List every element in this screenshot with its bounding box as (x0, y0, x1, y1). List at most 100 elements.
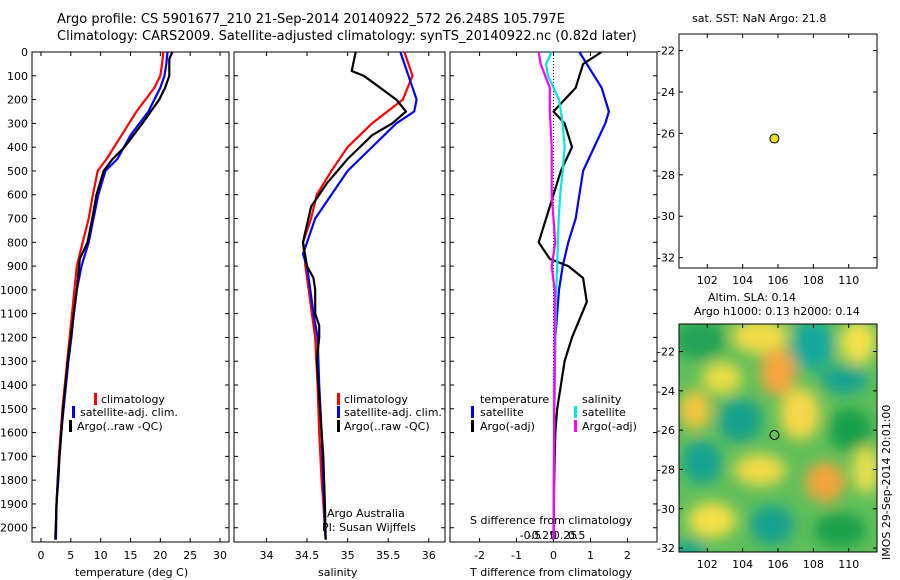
lat-tick-label: -22 (657, 45, 675, 58)
lon-tick-label: 108 (803, 558, 824, 571)
depth-tick-label: 1700 (0, 450, 28, 463)
lat-tick-label: -28 (657, 169, 675, 182)
x-tick-label: 20 (153, 549, 167, 562)
legend-swatch-t-satellite (471, 406, 474, 418)
depth-tick-label: 2000 (0, 522, 28, 535)
salinity-axes-frame (233, 51, 446, 543)
x-tick-label: 1 (587, 549, 594, 562)
sst-map-title: sat. SST: NaN Argo: 21.8 (692, 12, 827, 25)
lat-tick-label: -30 (657, 210, 675, 223)
legend-label-satellite: satellite-adj. clim. (80, 406, 178, 419)
argo-float-marker-sla (769, 430, 780, 441)
depth-tick-label: 300 (7, 117, 28, 130)
depth-tick-label: 1900 (0, 498, 28, 511)
depth-tick-label: 1800 (0, 474, 28, 487)
lon-tick-label: 106 (768, 274, 789, 287)
sst-map: -22 -24 -26 -28 -30 -32 102 104 106 108 110 (657, 33, 878, 287)
depth-tick-label: 0 (21, 46, 28, 59)
s-tick-label: 0.25 (553, 529, 578, 542)
legend-swatch-s-satellite (574, 406, 577, 418)
depth-tick-label: 700 (7, 213, 28, 226)
x-tick-label: 0 (37, 549, 44, 562)
figure-title-line-2: Climatology: CARS2009. Satellite-adjuste… (57, 29, 637, 44)
legend-temperature: climatology satellite-adj. clim. Argo(..… (69, 393, 178, 433)
legend-difference: temperature salinity satellite Argo(-adj… (471, 393, 637, 433)
depth-tick-label: 400 (7, 141, 28, 154)
salinity-xlabel: salinity (318, 566, 358, 579)
depth-tick-label: 200 (7, 94, 28, 107)
legend-label-satellite: satellite-adj. clim. (344, 406, 442, 419)
legend-swatch-climatology (94, 393, 97, 405)
legend-salinity: climatology satellite-adj. clim. Argo(..… (337, 393, 442, 433)
temperature-axes-frame (31, 51, 230, 543)
lat-tick-label: -24 (657, 86, 675, 99)
legend-label-climatology: climatology (101, 393, 165, 406)
lat-tick-label: -28 (657, 463, 675, 476)
sst-map-frame (678, 33, 878, 269)
x-tick-label: 35 (341, 549, 355, 562)
depth-tick-label: 600 (7, 189, 28, 202)
legend-label-s-argo: Argo(-adj) (582, 420, 637, 433)
lon-tick-label: 106 (768, 558, 789, 571)
x-tick-label: 2 (624, 549, 631, 562)
x-tick-label: 15 (124, 549, 138, 562)
legend-swatch-climatology (337, 393, 340, 405)
depth-tick-label: 1000 (0, 284, 28, 297)
series-line (537, 51, 557, 540)
legend-swatch-satellite (72, 406, 75, 418)
lat-tick-label: -24 (657, 385, 675, 398)
x-tick-label: 25 (183, 549, 197, 562)
diff-xlabel-bottom: T difference from climatology (469, 566, 632, 579)
sla-field (679, 324, 877, 552)
depth-tick-label: 1100 (0, 308, 28, 321)
depth-tick-label: 1500 (0, 403, 28, 416)
x-tick-label: 10 (94, 549, 108, 562)
depth-tick-label: 1300 (0, 355, 28, 368)
series-line (301, 51, 408, 540)
sla-map-title: Altim. SLA: 0.14 (708, 291, 797, 304)
lon-tick-label: 110 (838, 558, 859, 571)
credit-line-2: PI: Susan Wijffels (322, 521, 416, 534)
sla-map-subtitle: Argo h1000: 0.13 h2000: 0.14 (694, 305, 860, 318)
depth-tick-label: 500 (7, 165, 28, 178)
depth-tick-label: 1600 (0, 427, 28, 440)
lon-tick-label: 104 (732, 558, 753, 571)
lat-tick-label: -26 (657, 424, 675, 437)
legend-label-t-satellite: satellite (480, 406, 524, 419)
depth-tick-label: 900 (7, 260, 28, 273)
salinity-panel: 34 34.5 35 35.5 36 (233, 51, 446, 562)
x-tick-label: 35.5 (376, 549, 401, 562)
s-tick-label: -0.25 (528, 529, 556, 542)
depth-tick-label: 100 (7, 70, 28, 83)
x-tick-label: 0 (550, 549, 557, 562)
legend-heading-salinity: salinity (582, 393, 622, 406)
argo-float-marker (769, 133, 780, 144)
lat-tick-label: -30 (657, 503, 675, 516)
x-tick-label: 5 (67, 549, 74, 562)
lon-tick-label: 108 (803, 274, 824, 287)
lat-tick-label: -32 (657, 252, 675, 265)
depth-tick-label: 1200 (0, 331, 28, 344)
s-tick-label: -0.5 (520, 529, 541, 542)
credit-line-1: Argo Australia (327, 507, 405, 520)
lon-tick-label: 102 (697, 274, 718, 287)
series-line (54, 51, 174, 540)
x-tick-label: 34.5 (295, 549, 320, 562)
depth-tick-label: 1400 (0, 379, 28, 392)
figure-title-line-1: Argo profile: CS 5901677_210 21-Sep-2014… (57, 12, 565, 27)
x-tick-label: -1 (511, 549, 522, 562)
lat-tick-label: -32 (657, 542, 675, 555)
legend-label-climatology: climatology (344, 393, 408, 406)
sst-map-axes: -22 -24 -26 -28 -30 -32 102 104 106 108 110 (657, 34, 877, 287)
legend-label-argo: Argo(..raw -QC) (344, 420, 430, 433)
legend-swatch-s-argo (574, 420, 577, 432)
sla-map-axes: -22 -24 -26 -28 -30 -32 102 104 106 108 110 (657, 324, 877, 571)
x-tick-label: -2 (474, 549, 485, 562)
legend-label-s-satellite: satellite (582, 406, 626, 419)
x-tick-label: 36 (422, 549, 436, 562)
legend-heading-temperature: temperature (480, 393, 549, 406)
legend-swatch-argo (337, 420, 340, 432)
legend-label-argo: Argo(..raw -QC) (77, 420, 163, 433)
